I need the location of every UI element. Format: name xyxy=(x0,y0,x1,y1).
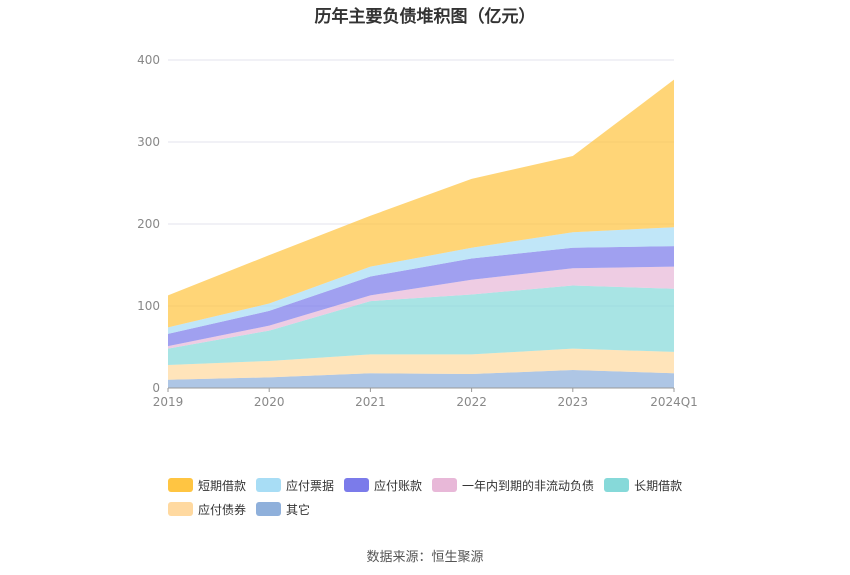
x-tick-label: 2022 xyxy=(456,395,487,409)
chart-title: 历年主要负债堆积图（亿元） xyxy=(314,7,536,27)
legend-label: 长期借款 xyxy=(634,478,683,493)
legend-label: 一年内到期的非流动负债 xyxy=(462,478,595,493)
y-tick-label: 400 xyxy=(137,53,160,67)
legend-label: 短期借款 xyxy=(198,478,247,493)
axes: 0 100 200 300 400 2019 2020 2021 2022 2023 2024Q1 xyxy=(137,53,698,409)
area-series-其它[interactable] xyxy=(168,369,674,388)
legend-swatch xyxy=(256,502,282,516)
legend-label: 应付债券 xyxy=(198,502,247,517)
legend-item-short-term-loans[interactable]: 短期借款 xyxy=(168,477,246,494)
legend-label: 应付票据 xyxy=(286,478,335,493)
legend-swatch xyxy=(344,478,370,492)
x-tick-label: 2023 xyxy=(558,395,589,409)
area-series xyxy=(168,79,674,388)
legend-label: 应付账款 xyxy=(374,478,423,493)
y-tick-label: 0 xyxy=(152,381,160,395)
area-series-应付债券[interactable] xyxy=(168,348,674,380)
legend: 短期借款 应付票据 应付账款 一年内到期的非流动负债 长期借款 应付债券 其它 xyxy=(168,473,728,521)
legend-row-1: 短期借款 应付票据 应付账款 一年内到期的非流动负债 长期借款 xyxy=(168,473,728,497)
legend-swatch xyxy=(432,478,458,492)
legend-swatch xyxy=(168,478,193,492)
legend-swatch xyxy=(168,502,193,516)
area-series-应付账款[interactable] xyxy=(168,246,674,347)
x-tick-label: 2021 xyxy=(355,395,386,409)
legend-row-2: 应付债券 其它 xyxy=(168,497,728,521)
x-tick-label: 2019 xyxy=(153,395,184,409)
data-source: 数据来源：恒生聚源 xyxy=(366,550,484,565)
area-series-短期借款[interactable] xyxy=(168,79,674,328)
y-tick-label: 100 xyxy=(137,299,160,313)
legend-item-long-term-loans[interactable]: 长期借款 xyxy=(604,477,682,494)
y-tick-label: 300 xyxy=(137,135,160,149)
legend-item-other[interactable]: 其它 xyxy=(256,501,310,518)
legend-item-notes-payable[interactable]: 应付票据 xyxy=(256,477,334,494)
x-tick-label: 2020 xyxy=(254,395,285,409)
legend-item-bonds-payable[interactable]: 应付债券 xyxy=(168,501,246,518)
area-series-长期借款[interactable] xyxy=(168,285,674,366)
x-tick-label: 2024Q1 xyxy=(650,395,698,409)
area-series-应付票据[interactable] xyxy=(168,227,674,334)
legend-label: 其它 xyxy=(286,502,311,517)
legend-item-accounts-payable[interactable]: 应付账款 xyxy=(344,477,422,494)
legend-item-current-noncurrent-liabilities[interactable]: 一年内到期的非流动负债 xyxy=(432,477,594,494)
stacked-area-chart: 0 100 200 300 400 2019 2020 2021 2022 2023 2024Q1 xyxy=(137,53,698,409)
y-tick-label: 200 xyxy=(137,217,160,231)
legend-swatch xyxy=(256,478,282,492)
area-series-一年内到期的非流动负债[interactable] xyxy=(168,266,674,349)
legend-swatch xyxy=(604,478,630,492)
